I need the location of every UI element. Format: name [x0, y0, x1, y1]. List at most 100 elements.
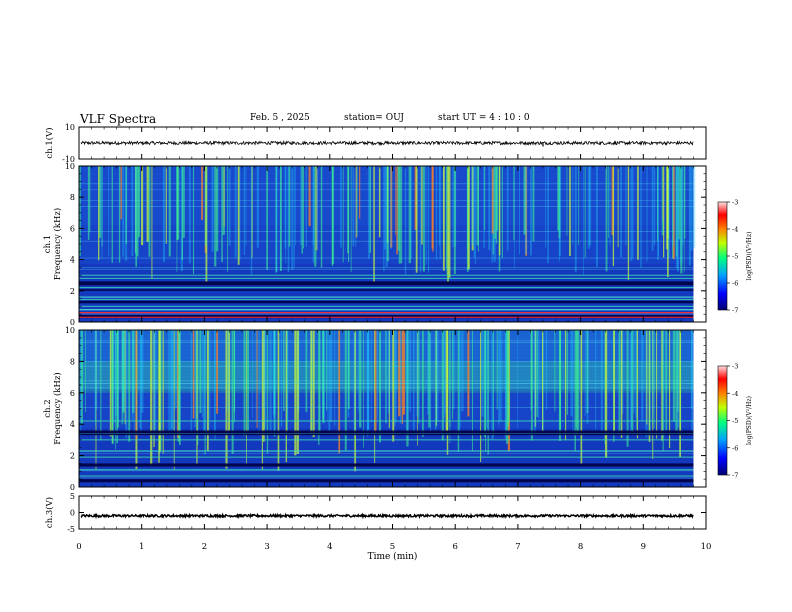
sferic-streak — [132, 330, 135, 413]
date-label: Feb. 5 , 2025 — [250, 113, 310, 123]
sferic-streak — [547, 166, 549, 264]
sferic-streak — [256, 330, 258, 429]
sferic-streak — [310, 330, 313, 435]
sferic-streak — [392, 330, 395, 442]
sferic-streak — [404, 166, 407, 275]
x-tick-label: 7 — [515, 542, 520, 552]
sferic-streak — [658, 166, 659, 256]
sferic-streak — [605, 166, 608, 272]
sferic-streak — [584, 330, 586, 416]
sferic-streak — [115, 330, 116, 450]
sferic-streak — [350, 166, 352, 273]
y-tick-label: 8 — [70, 357, 75, 366]
sferic-streak — [237, 166, 240, 265]
sferic-streak — [498, 166, 501, 256]
sferic-streak — [612, 166, 615, 267]
y-tick-label: 8 — [70, 193, 75, 202]
sferic-streak — [266, 166, 269, 270]
colorbar-tick-label: -7 — [732, 307, 738, 315]
x-tick-label: 1 — [139, 542, 144, 552]
sferic-streak — [425, 166, 427, 266]
sferic-streak — [279, 166, 282, 271]
dark-band — [79, 314, 694, 319]
sferic-streak — [491, 330, 494, 440]
sferic-streak — [234, 166, 237, 258]
spectrogram-band — [79, 197, 694, 202]
sferic-streak — [293, 166, 295, 268]
colorbar-tick-label: -6 — [732, 444, 738, 452]
sferic-streak — [137, 166, 141, 238]
sferic-streak — [666, 166, 670, 239]
sferic-streak — [566, 166, 568, 236]
sferic-streak — [499, 330, 502, 422]
sferic-streak — [501, 330, 503, 423]
sferic-streak — [151, 166, 153, 280]
sferic-streak — [577, 330, 580, 433]
sferic-streak — [408, 166, 411, 264]
sferic-streak — [177, 330, 180, 442]
sferic-streak — [258, 330, 260, 434]
colorbar — [717, 201, 728, 311]
sferic-streak — [221, 166, 223, 263]
colorbar-tick-label: -6 — [732, 280, 738, 288]
sferic-streak — [170, 330, 172, 432]
dark-band — [79, 300, 694, 304]
sferic-streak — [150, 330, 153, 466]
sferic-streak — [95, 330, 96, 427]
sferic-streak — [558, 166, 561, 239]
sferic-streak — [684, 166, 686, 239]
spectrogram-band — [79, 166, 694, 171]
sferic-streak — [347, 330, 350, 409]
sferic-streak — [613, 330, 616, 433]
sferic-streak — [182, 166, 185, 238]
sferic-streak — [627, 166, 630, 281]
sferic-streak — [387, 330, 391, 414]
y-tick-label: -10 — [62, 155, 75, 164]
sferic-streak — [354, 330, 357, 472]
colorbar-tick-label: -3 — [732, 199, 738, 207]
spectrogram-band — [79, 251, 694, 257]
start-time-label: start UT = 4 : 10 : 0 — [438, 113, 530, 123]
sferic-streak — [153, 330, 156, 430]
sferic-streak — [399, 330, 402, 424]
y-tick-label: 0 — [70, 483, 75, 492]
sferic-streak — [396, 166, 398, 255]
sferic-streak — [273, 330, 275, 414]
sferic-streak — [95, 330, 97, 470]
sferic-streak — [121, 330, 123, 425]
sferic-streak — [296, 330, 299, 455]
sferic-streak — [386, 166, 389, 262]
dark-band — [79, 289, 694, 291]
sferic-streak — [397, 166, 400, 251]
sferic-streak — [274, 330, 276, 437]
sferic-streak — [111, 166, 113, 263]
sferic-streak — [402, 330, 406, 415]
sferic-streak — [422, 166, 425, 272]
sferic-streak — [225, 330, 228, 469]
sferic-streak — [162, 330, 164, 454]
sferic-streak — [340, 166, 342, 248]
sferic-streak — [284, 166, 286, 264]
sferic-streak — [228, 166, 231, 246]
y-axis-label: ch.3(V) — [44, 497, 55, 528]
sferic-streak — [604, 330, 606, 445]
sferic-streak — [353, 330, 356, 436]
sferic-streak — [608, 166, 609, 238]
sferic-streak — [280, 330, 283, 427]
sferic-streak — [657, 166, 659, 260]
sferic-streak — [575, 330, 577, 428]
y-tick-label: 4 — [70, 256, 75, 265]
sferic-streak — [517, 330, 519, 429]
sferic-streak — [320, 166, 323, 268]
sferic-streak — [239, 166, 241, 260]
sferic-streak — [401, 330, 404, 424]
sferic-streak — [580, 330, 583, 464]
sferic-streak — [233, 330, 235, 423]
sferic-streak — [390, 166, 392, 250]
sferic-streak — [572, 166, 574, 245]
spectrogram-band — [79, 263, 694, 268]
y-tick-label: 2 — [70, 452, 75, 461]
spectrogram-band — [79, 279, 694, 284]
sferic-streak — [457, 330, 460, 452]
sferic-streak — [678, 166, 681, 240]
